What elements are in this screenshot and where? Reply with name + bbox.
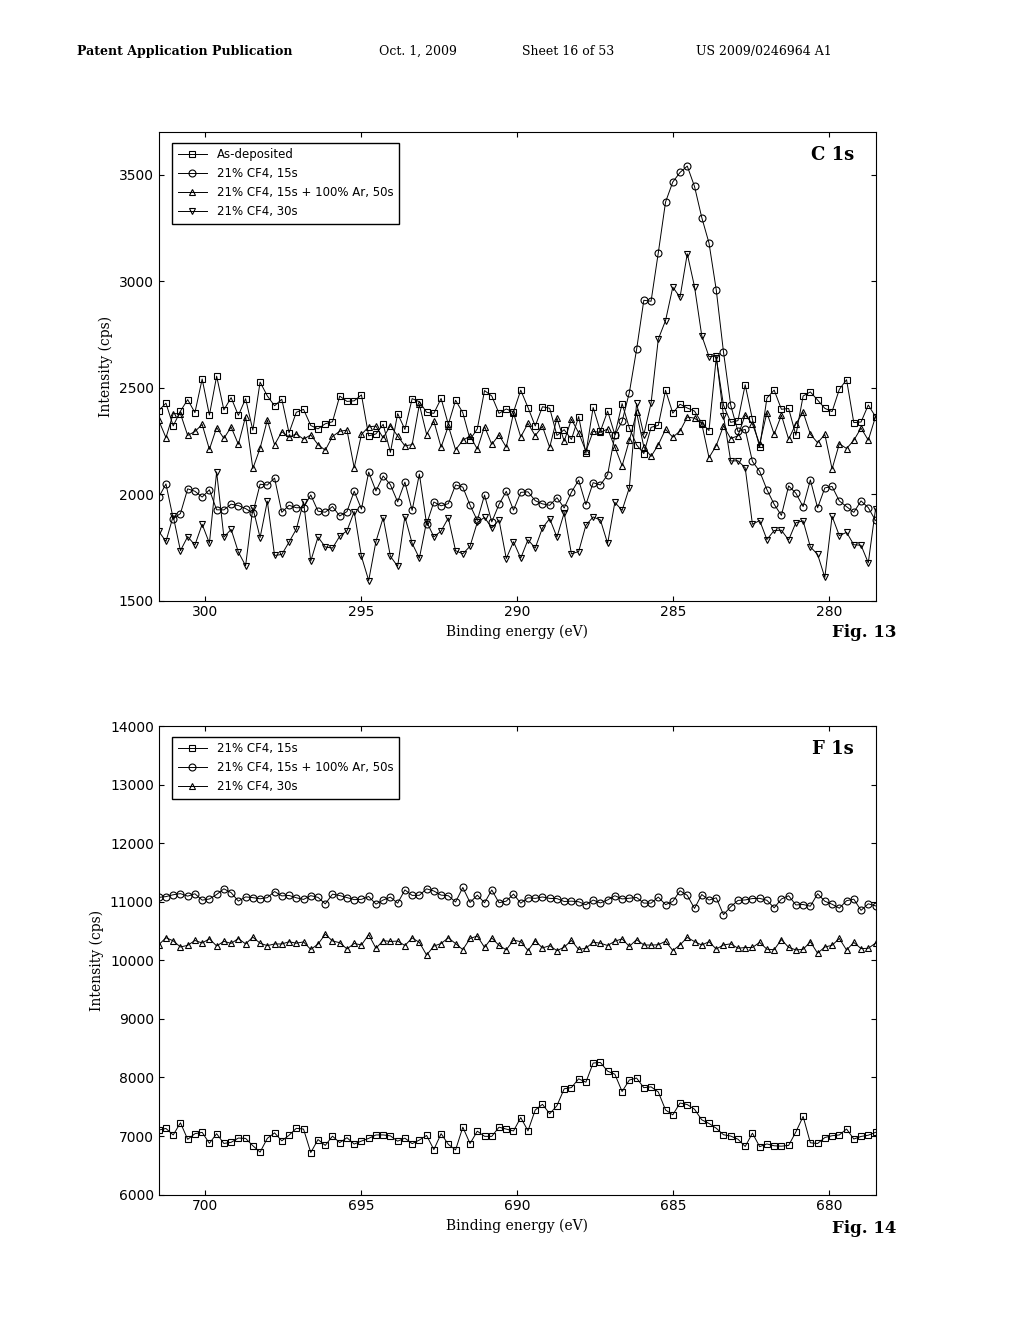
21% CF4, 15s + 100% Ar, 50s [695, 416, 708, 432]
21% CF4, 30s [174, 939, 186, 954]
21% CF4, 15s + 100% Ar, 50s [493, 428, 505, 444]
21% CF4, 15s + 100% Ar, 50s [695, 887, 708, 903]
21% CF4, 30s [500, 942, 512, 958]
21% CF4, 15s [196, 490, 208, 506]
21% CF4, 30s [702, 348, 715, 364]
21% CF4, 30s [196, 935, 208, 950]
21% CF4, 15s [732, 1131, 744, 1147]
21% CF4, 15s + 100% Ar, 50s [718, 907, 730, 923]
Line: 21% CF4, 30s: 21% CF4, 30s [156, 931, 879, 958]
As-deposited [174, 403, 186, 418]
Text: Oct. 1, 2009: Oct. 1, 2009 [379, 45, 457, 58]
Text: Fig. 13: Fig. 13 [831, 624, 896, 642]
21% CF4, 15s [421, 516, 433, 532]
21% CF4, 15s + 100% Ar, 50s [869, 898, 882, 913]
21% CF4, 15s [702, 1115, 715, 1131]
As-deposited [638, 446, 650, 462]
21% CF4, 15s [493, 496, 505, 512]
Line: As-deposited: As-deposited [156, 354, 879, 457]
21% CF4, 30s [319, 927, 332, 942]
Text: F 1s: F 1s [812, 741, 854, 758]
21% CF4, 15s [493, 1119, 505, 1135]
As-deposited [485, 388, 498, 404]
21% CF4, 30s [732, 940, 744, 956]
As-deposited [732, 413, 744, 429]
21% CF4, 30s [435, 523, 447, 539]
21% CF4, 30s [174, 543, 186, 558]
21% CF4, 15s + 100% Ar, 50s [826, 461, 839, 477]
21% CF4, 15s [702, 235, 715, 251]
Text: Sheet 16 of 53: Sheet 16 of 53 [522, 45, 614, 58]
21% CF4, 15s + 100% Ar, 50s [457, 879, 469, 895]
21% CF4, 15s + 100% Ar, 50s [869, 409, 882, 425]
21% CF4, 15s + 100% Ar, 50s [428, 883, 440, 899]
21% CF4, 30s [153, 937, 165, 953]
As-deposited [153, 403, 165, 418]
21% CF4, 15s [869, 512, 882, 528]
21% CF4, 30s [196, 516, 208, 532]
21% CF4, 15s + 100% Ar, 50s [196, 892, 208, 908]
21% CF4, 15s [435, 1126, 447, 1142]
21% CF4, 30s [442, 929, 455, 945]
21% CF4, 30s [153, 523, 165, 539]
21% CF4, 15s + 100% Ar, 50s [153, 890, 165, 906]
Line: 21% CF4, 15s: 21% CF4, 15s [156, 162, 879, 528]
Text: C 1s: C 1s [811, 147, 854, 164]
As-deposited [869, 409, 882, 425]
21% CF4, 15s + 100% Ar, 50s [732, 892, 744, 908]
21% CF4, 15s [304, 1144, 316, 1160]
21% CF4, 15s + 100% Ar, 50s [196, 417, 208, 433]
21% CF4, 15s [174, 506, 186, 521]
21% CF4, 15s + 100% Ar, 50s [493, 895, 505, 911]
21% CF4, 30s [362, 573, 375, 589]
21% CF4, 15s [174, 1115, 186, 1131]
Legend: As-deposited, 21% CF4, 15s, 21% CF4, 15s + 100% Ar, 50s, 21% CF4, 30s: As-deposited, 21% CF4, 15s, 21% CF4, 15s… [172, 143, 399, 224]
Line: 21% CF4, 30s: 21% CF4, 30s [156, 251, 879, 583]
21% CF4, 15s + 100% Ar, 50s [414, 396, 426, 412]
21% CF4, 30s [869, 935, 882, 950]
21% CF4, 30s [732, 453, 744, 469]
21% CF4, 15s + 100% Ar, 50s [153, 412, 165, 428]
As-deposited [428, 405, 440, 421]
21% CF4, 30s [702, 933, 715, 949]
21% CF4, 15s [594, 1055, 606, 1071]
Line: 21% CF4, 15s + 100% Ar, 50s: 21% CF4, 15s + 100% Ar, 50s [156, 401, 879, 473]
Legend: 21% CF4, 15s, 21% CF4, 15s + 100% Ar, 50s, 21% CF4, 30s: 21% CF4, 15s, 21% CF4, 15s + 100% Ar, 50… [172, 737, 399, 799]
X-axis label: Binding energy (eV): Binding energy (eV) [446, 1218, 588, 1233]
As-deposited [196, 371, 208, 387]
Y-axis label: Intensity (cps): Intensity (cps) [98, 315, 114, 417]
21% CF4, 15s [435, 498, 447, 513]
X-axis label: Binding energy (eV): Binding energy (eV) [446, 624, 588, 639]
Y-axis label: Intensity (cps): Intensity (cps) [90, 909, 104, 1011]
21% CF4, 30s [869, 502, 882, 517]
21% CF4, 30s [493, 512, 505, 528]
21% CF4, 15s [681, 158, 693, 174]
21% CF4, 15s [196, 1125, 208, 1140]
21% CF4, 30s [681, 246, 693, 261]
Text: US 2009/0246964 A1: US 2009/0246964 A1 [696, 45, 833, 58]
21% CF4, 30s [421, 948, 433, 964]
21% CF4, 15s [732, 424, 744, 440]
Text: Patent Application Publication: Patent Application Publication [77, 45, 292, 58]
21% CF4, 15s + 100% Ar, 50s [174, 886, 186, 902]
Line: 21% CF4, 15s + 100% Ar, 50s: 21% CF4, 15s + 100% Ar, 50s [156, 884, 879, 919]
As-deposited [710, 350, 722, 366]
21% CF4, 15s [869, 1125, 882, 1140]
21% CF4, 15s + 100% Ar, 50s [435, 440, 447, 455]
As-deposited [695, 414, 708, 430]
21% CF4, 15s [153, 490, 165, 506]
Line: 21% CF4, 15s: 21% CF4, 15s [156, 1059, 879, 1156]
21% CF4, 15s [153, 1122, 165, 1138]
21% CF4, 15s + 100% Ar, 50s [174, 405, 186, 421]
Text: Fig. 14: Fig. 14 [831, 1220, 896, 1237]
21% CF4, 15s + 100% Ar, 50s [725, 430, 737, 446]
